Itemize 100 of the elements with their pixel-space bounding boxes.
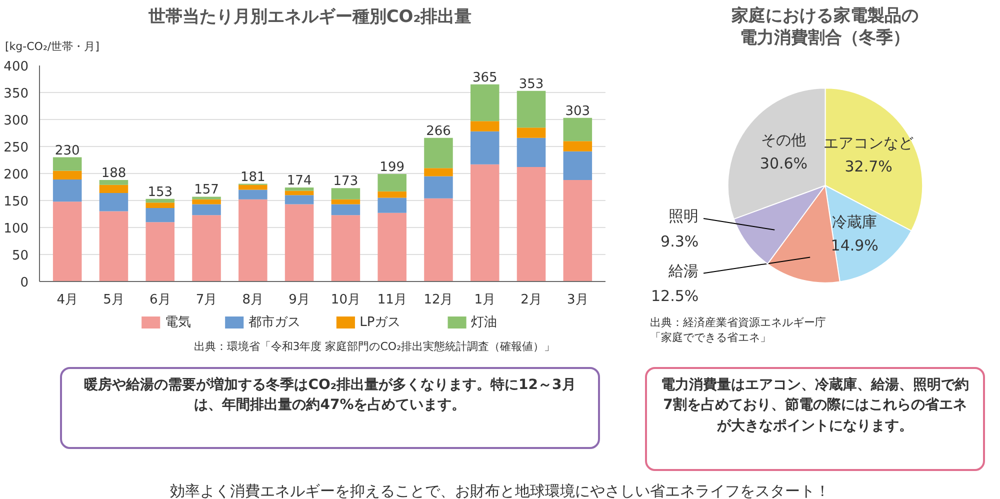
bar (424, 198, 453, 282)
legend-label: 灯油 (470, 315, 497, 330)
total-label: 173 (333, 174, 358, 190)
x-tick-label: 7月 (196, 292, 218, 308)
total-label: 353 (518, 76, 544, 92)
legend-label: 都市ガス (248, 315, 300, 330)
bar (516, 90, 546, 128)
bar (424, 176, 453, 198)
bar (284, 195, 314, 204)
bar (99, 192, 128, 212)
bar (470, 121, 500, 132)
total-label: 230 (54, 143, 80, 158)
total-label: 303 (565, 104, 590, 119)
text: 暖房や給湯の需要が増加する冬季はCO₂排出量が多くなります。特に12～3月は、年間排出量の約47%を占めています。 (83, 376, 577, 416)
bar (238, 184, 268, 190)
data-label: 32.7% (844, 158, 892, 176)
bar (146, 222, 175, 282)
bar (424, 168, 453, 176)
bar (470, 164, 500, 282)
y-tick-label: 50 (12, 248, 29, 264)
legend-label: LPガス (360, 315, 401, 330)
slice-label: その他 (761, 130, 806, 149)
bar (192, 199, 221, 204)
text: 電力消費量はエアコン、冷蔵庫、給湯、照明で約7割を占めており、節電の際にはこれらの省エネが大きなポイントになります。 (660, 376, 970, 436)
bar (192, 215, 221, 282)
total-label: 266 (426, 124, 451, 139)
x-tick-label: 6月 (149, 292, 171, 308)
y-tick-label: 150 (4, 194, 29, 210)
y-tick-label: 300 (4, 114, 29, 128)
x-tick-label: 3月 (567, 292, 588, 308)
bar (192, 196, 221, 200)
x-tick-label: 8月 (242, 292, 264, 308)
x-tick-label: 2月 (520, 292, 542, 308)
bar (378, 198, 406, 213)
data-label: 9.3% (660, 232, 699, 250)
bar (52, 179, 82, 202)
chart-title: 世帯当たり月別エネルギー種別CO₂排出量 (148, 6, 472, 29)
bar (516, 167, 546, 282)
bar (516, 138, 546, 168)
data-label: 14.9% (830, 236, 878, 254)
x-tick-label: 5月 (103, 292, 124, 308)
x-tick-label: 1月 (474, 292, 496, 308)
bar (378, 212, 406, 282)
y-tick-label: 250 (4, 140, 29, 156)
bar (192, 204, 221, 216)
bar (331, 215, 360, 282)
source-note: 出典：環境省「令和3年度 家庭部門のCO₂排出実態統計調査（確報値）」 (194, 339, 555, 355)
chart-title: 家庭における家電製品の電力消費割合（冬季） (730, 5, 920, 50)
bar (238, 199, 268, 282)
bar (284, 190, 314, 196)
slice-label: 照明 (668, 207, 699, 226)
bar (378, 191, 406, 198)
y-tick-label: 350 (4, 86, 29, 102)
bar (516, 128, 546, 138)
bar (284, 188, 314, 191)
slice-label: 冷蔵庫 (832, 212, 878, 231)
bar (470, 131, 500, 164)
total-label: 157 (194, 182, 219, 198)
bar (99, 211, 128, 282)
bar (146, 208, 175, 222)
bar (52, 202, 82, 282)
bar (470, 84, 500, 122)
bar (331, 188, 360, 200)
slice-label: 給湯 (668, 262, 699, 280)
bar (146, 198, 175, 203)
bar (331, 204, 360, 216)
bar (563, 151, 592, 180)
total-label: 153 (148, 184, 173, 200)
data-label: 12.5% (651, 287, 699, 306)
legend-label: 電気 (164, 315, 191, 330)
total-label: 199 (380, 160, 405, 176)
bar (563, 141, 592, 152)
bar (52, 170, 82, 180)
bar (238, 190, 268, 200)
x-tick-label: 4月 (56, 292, 78, 308)
x-tick-label: 11月 (377, 292, 407, 308)
total-label: 181 (240, 170, 266, 185)
source-note: 出典：経済産業省資源エネルギー庁「家庭でできる省エネ」 (650, 315, 827, 346)
total-label: 174 (286, 174, 312, 189)
bar (146, 202, 175, 208)
y-tick-label: 0 (20, 276, 29, 290)
bar (424, 138, 453, 168)
x-tick-label: 12月 (424, 292, 454, 308)
x-tick-label: 9月 (288, 292, 310, 308)
bar (99, 180, 128, 185)
bar (284, 204, 314, 282)
data-label: 30.6% (760, 154, 808, 172)
x-tick-label: 10月 (330, 292, 360, 308)
y-axis-title: [kg-CO₂/世帯・月] (5, 39, 100, 55)
y-tick-label: 400 (4, 60, 29, 74)
bar (331, 199, 360, 204)
y-tick-label: 200 (4, 168, 29, 182)
bar (99, 184, 128, 193)
bar (378, 174, 406, 192)
y-tick-label: 100 (4, 222, 29, 236)
bar (563, 118, 592, 142)
total-label: 188 (101, 166, 126, 181)
bar (52, 157, 82, 171)
bar (563, 180, 592, 282)
total-label: 365 (472, 70, 498, 86)
